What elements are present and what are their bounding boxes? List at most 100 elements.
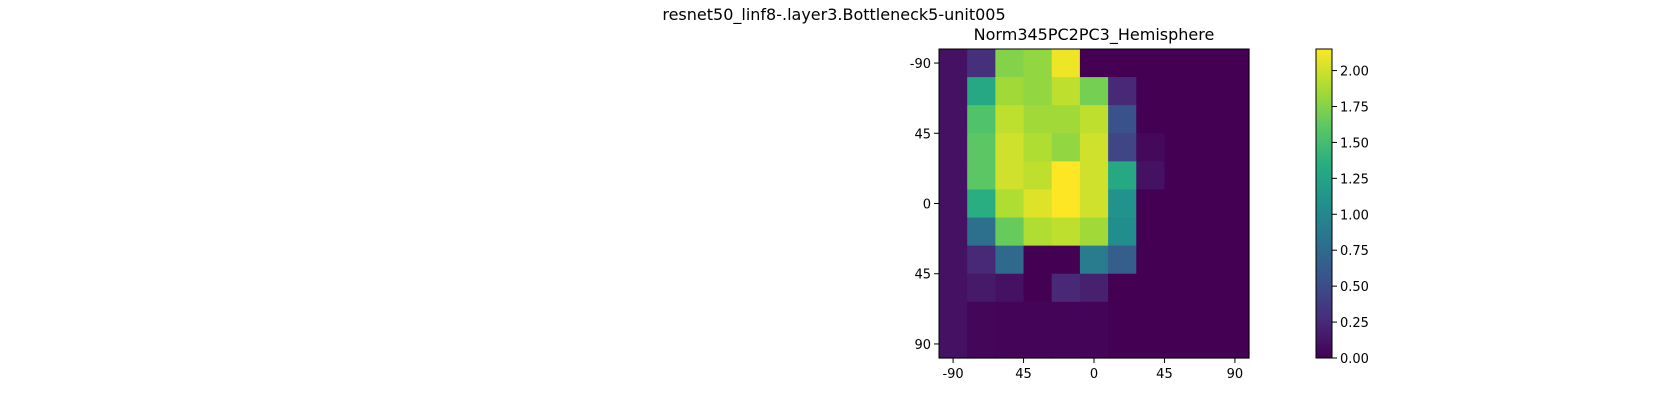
heatmap-cell [1108,329,1137,359]
heatmap-cell [1023,301,1053,331]
heatmap-cell [1220,49,1250,78]
heatmap-cell [1051,273,1081,303]
heatmap-cell [1164,189,1194,219]
y-tick-label: 0 [923,198,931,213]
heatmap-cell [1108,77,1137,106]
heatmap-cell [1220,217,1250,247]
heatmap-cell [1051,329,1081,359]
heatmap-cell [1164,273,1194,303]
x-axis: -90 45 0 45 90 [942,358,1243,382]
heatmap-cell [1108,133,1137,162]
heatmap-cell [1192,77,1222,106]
heatmap-cell [1164,217,1194,247]
heatmap-cell [1023,77,1053,106]
heatmap-cell [995,217,1025,247]
x-tick-label: 90 [1227,367,1244,382]
y-tick-label: 45 [914,127,931,142]
heatmap-cell [1079,217,1109,247]
heatmap-cell [967,105,996,134]
heatmap-cell [1192,133,1222,162]
heatmap-cell [1164,301,1194,331]
heatmap-cell [967,189,996,219]
heatmap-cell [1023,329,1053,359]
y-tick-label: 90 [914,338,931,353]
heatmap-cell [1136,245,1166,275]
heatmap-cell [967,77,996,106]
heatmap-cell [1136,161,1166,191]
heatmap-cell [995,161,1025,191]
heatmap-cell [1136,77,1166,106]
heatmap-cell [1051,301,1081,331]
heatmap-cell [1192,189,1222,219]
heatmap-cell [995,329,1025,359]
heatmap-cell [1192,273,1222,303]
heatmap-cell [1164,105,1194,134]
heatmap-cell [995,301,1025,331]
colorbar-tick-label: 2.00 [1340,65,1369,80]
heatmap-cell [1023,161,1053,191]
heatmap-cell [1051,133,1081,162]
heatmap-cell [1108,161,1137,191]
heatmap-cell [1051,77,1081,106]
heatmap-cell [1108,245,1137,275]
heatmap-cell [1192,301,1222,331]
heatmap-cell [1220,273,1250,303]
heatmap-cell [1051,161,1081,191]
heatmap-cell [1079,77,1109,106]
heatmap-cell [995,245,1025,275]
heatmap-cell [1136,105,1166,134]
heatmap-cell [1164,245,1194,275]
heatmap-cell [1108,189,1137,219]
heatmap-cell [1220,301,1250,331]
heatmap-cell [1079,189,1109,219]
heatmap-cell [939,245,968,275]
heatmap-cell [1108,49,1137,78]
heatmap-cell [939,49,968,78]
heatmap-cell [1079,329,1109,359]
heatmap-cell [939,301,968,331]
heatmap-cell [939,329,968,359]
heatmap-cell [995,133,1025,162]
colorbar-tick-label: 0.50 [1340,280,1369,295]
colorbar-tick-label: 0.25 [1340,316,1369,331]
heatmap-cell [1220,189,1250,219]
x-tick-label: 45 [1015,367,1032,382]
heatmap-cell [995,273,1025,303]
heatmap-cell [1079,133,1109,162]
heatmap-cell [1079,105,1109,134]
heatmap-cell [939,77,968,106]
heatmap-cell [995,49,1025,78]
heatmap-cell [1192,161,1222,191]
heatmap-cell [1023,245,1053,275]
heatmap-cell [1108,273,1137,303]
heatmap-cell [995,105,1025,134]
heatmap-cell [1220,105,1250,134]
heatmap-cell [1164,49,1194,78]
heatmap-cell [1136,189,1166,219]
heatmap-cell [939,133,968,162]
heatmap-cell [1192,105,1222,134]
heatmap-cell [1220,245,1250,275]
heatmap-cell [1220,133,1250,162]
heatmap-cell [1136,273,1166,303]
x-tick-label: 0 [1090,367,1098,382]
heatmap-cell [967,49,996,78]
heatmap-cell [1192,217,1222,247]
heatmap-cell [1164,77,1194,106]
colorbar-tick-label: 0.00 [1340,352,1369,367]
heatmap-cell [1220,329,1250,359]
heatmap-cell [1079,245,1109,275]
heatmap-cell [1051,105,1081,134]
heatmap-cell [1023,49,1053,78]
heatmap-cell [967,245,996,275]
colorbar [1315,48,1333,359]
heatmap-cell [1079,161,1109,191]
heatmap-cell [1079,49,1109,78]
heatmap-cell [1023,105,1053,134]
heatmap-cell [1164,133,1194,162]
colorbar-tick-label: 1.50 [1340,136,1369,151]
heatmap-cell [1079,301,1109,331]
x-tick-label: 45 [1156,367,1173,382]
heatmap-cell [1108,301,1137,331]
heatmap-cell [939,161,968,191]
